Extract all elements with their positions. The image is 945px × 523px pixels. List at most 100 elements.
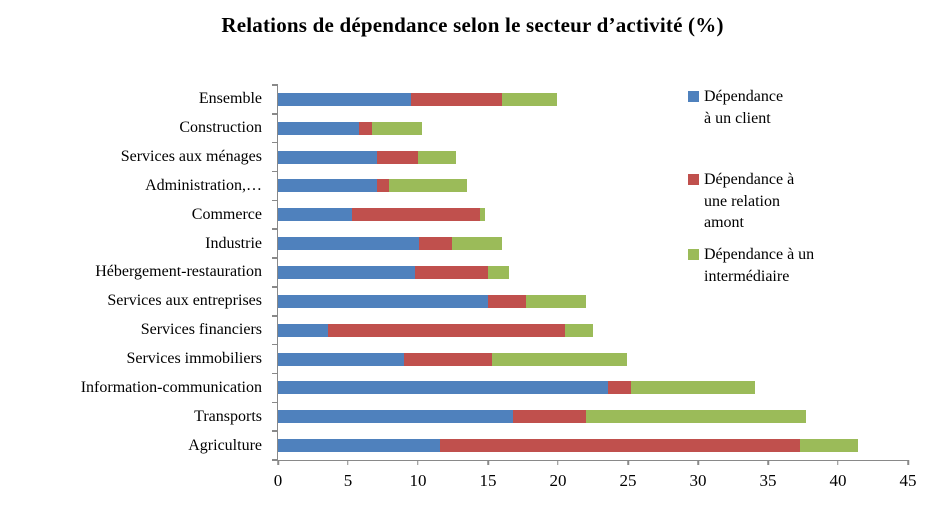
bar-row xyxy=(278,402,908,431)
bar-segment xyxy=(411,92,502,106)
bar-row xyxy=(278,114,908,143)
category-label: Services aux ménages xyxy=(120,148,262,166)
bar-segment xyxy=(417,150,456,164)
bar-segment xyxy=(278,381,609,395)
bar-row xyxy=(278,200,908,229)
category-label: Agriculture xyxy=(188,436,262,454)
x-axis-tick-label: 0 xyxy=(273,471,283,490)
bar-segment xyxy=(608,381,631,395)
bar-segment xyxy=(377,179,389,193)
y-axis-tick xyxy=(272,401,278,404)
bar-row xyxy=(278,345,908,374)
bar-segment xyxy=(278,410,514,424)
bar-segment xyxy=(359,121,372,135)
category-label: Construction xyxy=(179,119,262,137)
y-axis-tick xyxy=(272,199,278,202)
x-axis-tick xyxy=(277,460,279,465)
bar-segment xyxy=(492,352,627,366)
bar-segment xyxy=(278,439,441,453)
legend-swatch-intermediaire-icon xyxy=(688,248,699,260)
category-label: Transports xyxy=(194,407,262,425)
bar-segment xyxy=(278,294,488,308)
y-axis-tick xyxy=(272,286,278,288)
legend-item-intermediaire: Dépendance à un intermédiaire xyxy=(688,244,938,287)
x-axis-tick xyxy=(487,460,489,465)
bar-segment xyxy=(488,294,526,308)
bar-segment xyxy=(278,323,329,337)
bar-segment xyxy=(451,237,502,251)
category-label: Hébergement-restauration xyxy=(95,263,262,281)
bar-segment xyxy=(479,208,486,222)
x-axis-tick xyxy=(347,460,349,465)
bar-segment xyxy=(278,208,353,222)
bar-segment xyxy=(278,179,378,193)
bar-row xyxy=(278,229,908,258)
legend-swatch-relation-amont-icon xyxy=(688,174,699,186)
bar-segment xyxy=(278,352,404,366)
bar-segment xyxy=(278,121,360,135)
bar-row xyxy=(278,143,908,172)
bar-segment xyxy=(352,208,480,222)
bar-row xyxy=(278,373,908,402)
y-axis-tick xyxy=(272,459,278,461)
x-axis-tick-label: 10 xyxy=(409,471,427,490)
bar-segment xyxy=(278,237,420,251)
bar-row xyxy=(278,172,908,201)
legend-label-intermediaire: Dépendance à un intermédiaire xyxy=(704,245,815,285)
bar-segment xyxy=(415,265,488,279)
category-label: Services immobiliers xyxy=(126,350,262,368)
legend-label-relation-amont: Dépendance à une relation amont xyxy=(704,171,795,232)
x-axis-tick xyxy=(627,460,629,465)
category-label: Administration,… xyxy=(145,176,262,194)
bar-row xyxy=(278,431,908,460)
category-label: Commerce xyxy=(191,205,262,223)
x-axis-tick-label: 25 xyxy=(619,471,637,490)
x-axis-tick xyxy=(907,460,909,465)
x-axis-tick-label: 5 xyxy=(343,471,353,490)
x-axis-tick xyxy=(557,460,559,465)
legend-item-relation-amont: Dépendance à une relation amont xyxy=(688,169,938,234)
bars-container xyxy=(278,85,908,460)
y-axis-tick xyxy=(272,343,278,346)
bar-segment xyxy=(502,92,557,106)
category-label: Information-communication xyxy=(80,378,262,396)
x-axis-tick-label: 35 xyxy=(759,471,777,490)
y-axis-tick xyxy=(272,315,278,317)
y-axis-tick xyxy=(272,228,278,230)
legend: Dépendance à un client Dépendance à une … xyxy=(688,86,938,287)
category-label: Industrie xyxy=(205,234,262,252)
y-axis-tick xyxy=(272,84,278,86)
bar-segment xyxy=(328,323,565,337)
y-axis-tick xyxy=(272,257,278,259)
y-axis-tick xyxy=(272,430,278,432)
bar-segment xyxy=(440,439,801,453)
legend-label-client: Dépendance à un client xyxy=(704,88,784,127)
bar-segment xyxy=(278,150,378,164)
bar-segment xyxy=(630,381,756,395)
bar-row xyxy=(278,258,908,287)
bar-segment xyxy=(585,410,806,424)
y-axis-tick xyxy=(272,113,278,115)
x-axis-tick xyxy=(697,460,699,465)
y-axis-tick xyxy=(272,170,278,173)
bar-segment xyxy=(564,323,593,337)
bar-row xyxy=(278,316,908,345)
x-axis-tick-label: 45 xyxy=(899,471,917,490)
x-axis-tick-label: 15 xyxy=(479,471,497,490)
bar-segment xyxy=(377,150,418,164)
category-label: Ensemble xyxy=(198,90,262,108)
category-label: Services aux entreprises xyxy=(107,292,262,310)
bar-segment xyxy=(525,294,586,308)
x-axis-tick xyxy=(767,460,769,465)
x-axis-tick-label: 40 xyxy=(829,471,847,490)
x-axis-tick xyxy=(417,460,419,465)
bar-segment xyxy=(278,265,416,279)
chart-title: Relations de dépendance selon le secteur… xyxy=(221,13,724,37)
bar-segment xyxy=(487,265,509,279)
bar-row xyxy=(278,85,908,114)
y-axis-tick xyxy=(272,141,278,144)
category-axis: Ensemble Construction Services aux ménages… xyxy=(0,85,262,460)
y-axis-tick xyxy=(272,372,278,375)
legend-swatch-client-icon xyxy=(688,91,699,102)
